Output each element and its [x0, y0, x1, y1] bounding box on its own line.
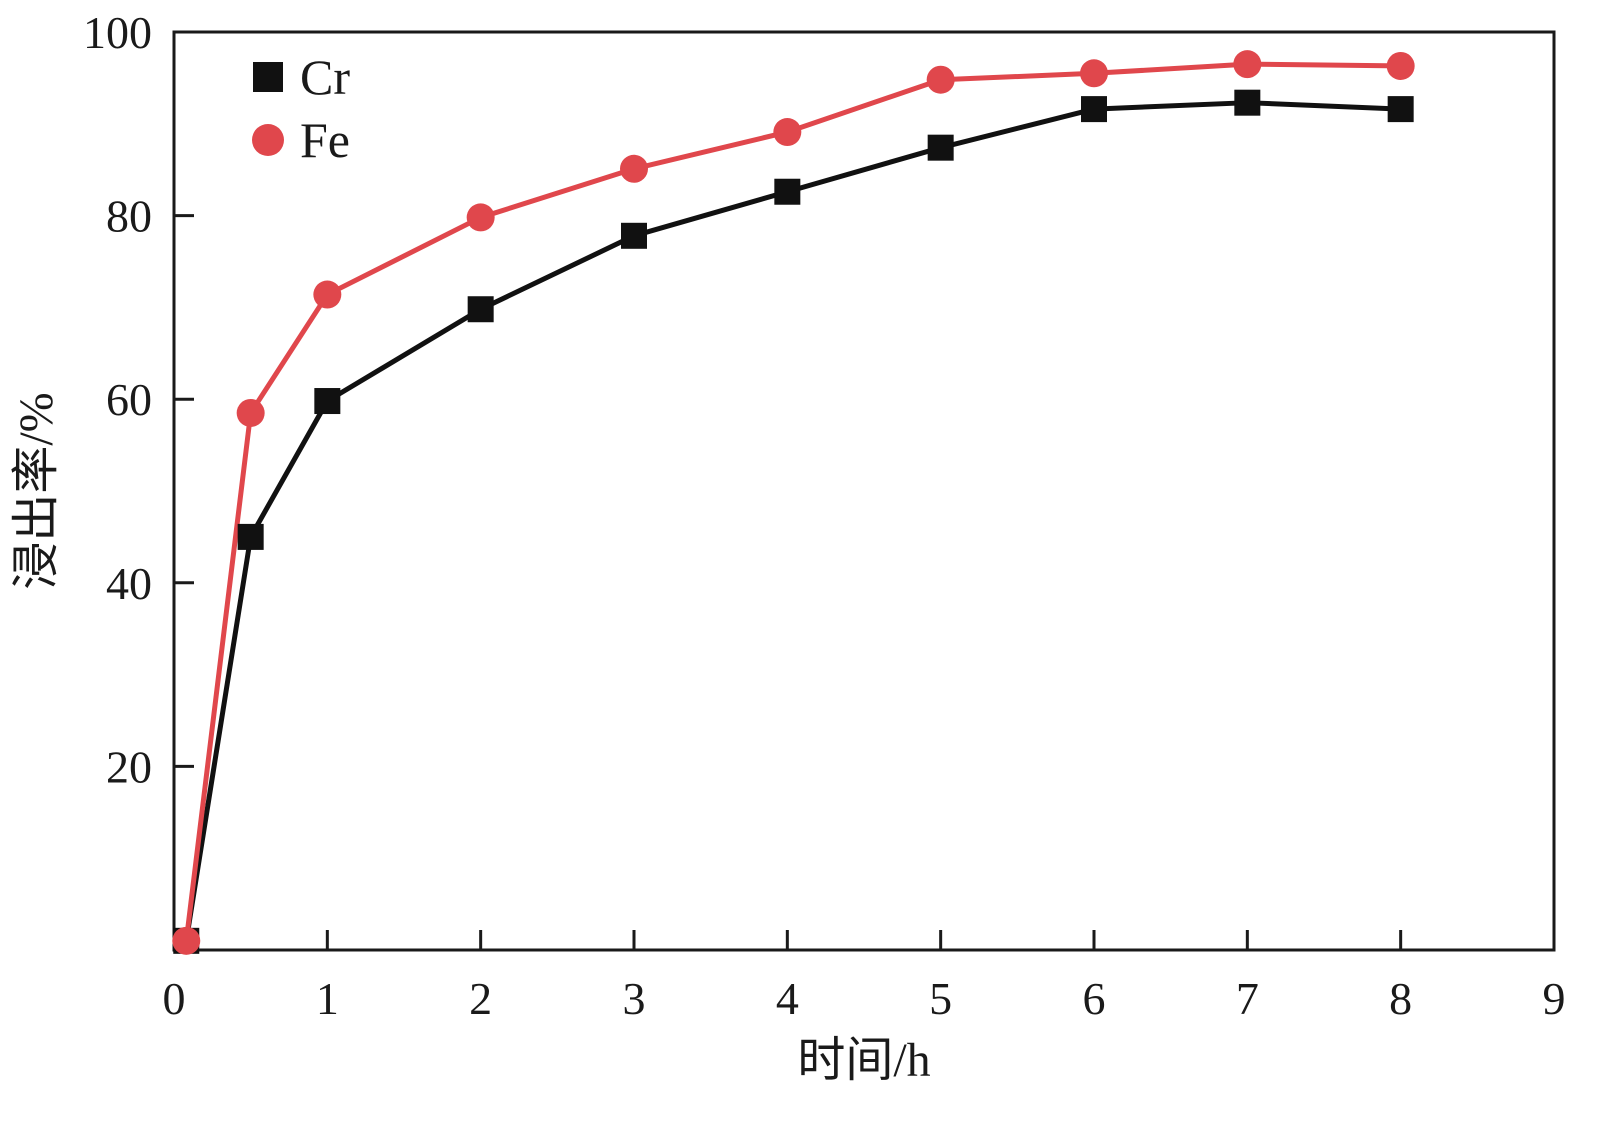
- data-point-fe: [236, 398, 265, 427]
- data-point-fe: [620, 154, 648, 183]
- series-line-cr: [183, 100, 1401, 942]
- x-tick-label: 8: [1389, 973, 1412, 1024]
- x-tick-label: 5: [929, 973, 952, 1024]
- data-point-cr: [621, 222, 647, 249]
- data-point-fe: [1386, 51, 1415, 80]
- data-point-cr: [1387, 96, 1414, 123]
- y-tick-label: 40: [106, 558, 152, 609]
- x-axis-ticks: 0 1 2 3 4 5 6 7 8 9: [163, 930, 1566, 1024]
- data-point-fe: [926, 65, 955, 94]
- x-tick-label: 3: [623, 973, 646, 1024]
- data-point-cr: [467, 296, 494, 323]
- y-tick-label: 20: [106, 741, 152, 792]
- x-tick-label: 9: [1543, 973, 1566, 1024]
- data-point-fe: [466, 203, 495, 232]
- legend-label-cr: Cr: [300, 49, 350, 105]
- x-tick-label: 6: [1083, 973, 1106, 1024]
- legend-marker-cr: [253, 62, 283, 92]
- x-axis-title: 时间/h: [797, 1034, 930, 1087]
- data-point-fe: [172, 926, 201, 955]
- series-markers: [172, 50, 1415, 955]
- series-line-fe: [183, 61, 1401, 942]
- data-point-fe: [773, 118, 802, 147]
- series-lines: [183, 61, 1401, 942]
- y-tick-label: 100: [83, 7, 152, 58]
- data-point-cr: [927, 134, 954, 161]
- data-point-cr: [1081, 96, 1107, 123]
- data-point-fe: [313, 280, 342, 309]
- data-point-cr: [774, 178, 801, 205]
- y-tick-label: 80: [106, 191, 152, 242]
- x-tick-label: 2: [469, 973, 492, 1024]
- data-point-cr: [1234, 89, 1261, 116]
- x-tick-label: 0: [163, 973, 186, 1024]
- y-axis-title: 浸出率/%: [10, 392, 63, 589]
- y-tick-label: 60: [106, 374, 152, 425]
- legend-marker-fe: [252, 124, 284, 156]
- y-axis-ticks: 20 40 60 80 100: [83, 7, 194, 792]
- x-tick-label: 7: [1236, 973, 1259, 1024]
- data-point-fe: [1233, 50, 1262, 79]
- legend-label-fe: Fe: [300, 112, 350, 168]
- x-tick-label: 4: [776, 973, 799, 1024]
- plot-frame: [172, 30, 1556, 952]
- data-point-cr: [237, 523, 264, 550]
- data-point-fe: [1080, 59, 1108, 88]
- data-point-cr: [314, 388, 341, 415]
- legend: Cr Fe: [252, 49, 350, 168]
- x-tick-label: 1: [316, 973, 339, 1024]
